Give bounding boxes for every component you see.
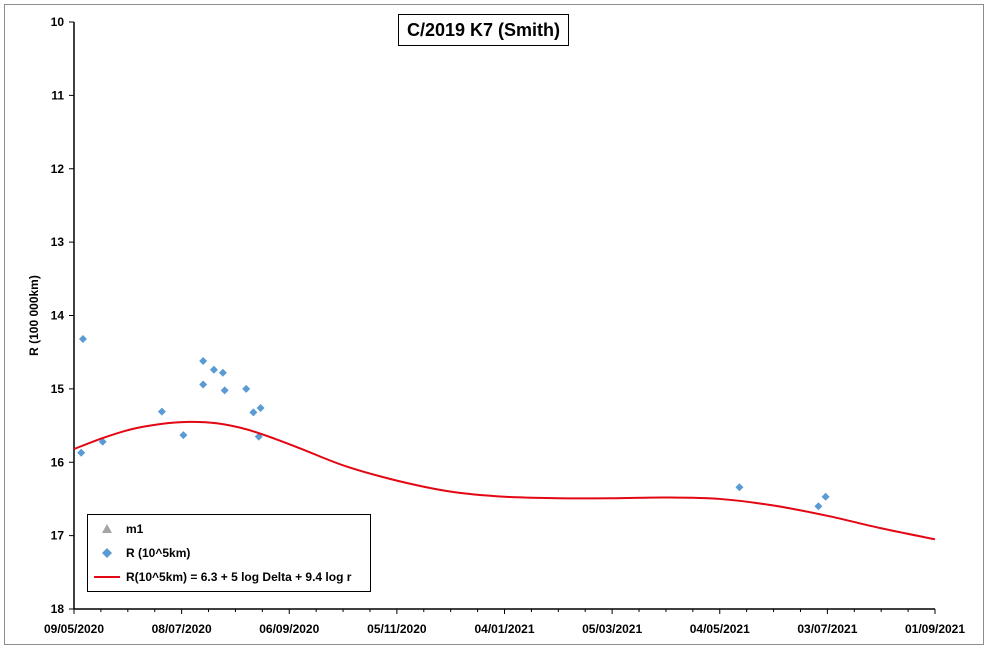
data-point [249,408,258,417]
y-tick-label: 14 [51,309,65,323]
x-tick-label: 08/07/2020 [152,622,212,636]
x-tick-label: 05/11/2020 [367,622,427,636]
legend-item-m1: m1 [88,519,370,539]
legend-item-model: R(10^5km) = 6.3 + 5 log Delta + 9.4 log … [88,567,370,587]
data-point [78,334,87,343]
x-tick-label: 04/01/2021 [474,622,534,636]
x-tick-label: 03/07/2021 [797,622,857,636]
data-point [199,380,208,389]
legend: m1 R (10^5km) R(10^5km) = 6.3 + 5 log De… [87,514,371,592]
data-point [209,365,218,374]
data-point [220,386,229,395]
data-point [814,502,823,511]
red-line-icon [92,567,122,587]
y-tick-label: 17 [51,529,65,543]
x-tick-label: 01/09/2021 [905,622,965,636]
legend-item-r: R (10^5km) [88,543,370,563]
y-axis-ticks: 10 11 12 13 14 15 16 17 18 [51,15,74,616]
x-axis-ticks: 09/05/2020 08/07/2020 06/09/2020 05/11/2020… [44,609,965,636]
x-tick-label: 05/03/2021 [582,622,642,636]
data-point [179,431,188,440]
y-tick-label: 16 [51,455,65,469]
data-point [242,384,251,393]
model-curve [73,420,936,541]
chart-title: C/2019 K7 (Smith) [398,14,570,46]
data-point [157,407,166,416]
data-point [77,448,86,457]
data-point [218,368,227,377]
triangle-marker-icon [92,519,122,539]
legend-label: R (10^5km) [126,546,191,560]
x-tick-label: 09/05/2020 [44,622,104,636]
legend-label: m1 [126,522,144,536]
y-tick-label: 15 [51,382,65,396]
data-point [256,403,265,412]
data-point [821,492,830,501]
data-point [199,356,208,365]
diamond-marker-icon [92,543,122,563]
legend-label: R(10^5km) = 6.3 + 5 log Delta + 9.4 log … [126,570,352,584]
y-tick-label: 11 [51,88,64,102]
y-tick-label: 13 [51,235,65,249]
y-tick-label: 12 [51,162,65,176]
x-tick-label: 06/09/2020 [259,622,319,636]
data-point [735,483,744,492]
y-axis-title: R (100 000km) [27,275,41,356]
y-tick-label: 18 [51,602,65,616]
series-layer [73,334,936,541]
x-tick-label: 04/05/2021 [690,622,750,636]
y-tick-label: 10 [51,15,65,29]
